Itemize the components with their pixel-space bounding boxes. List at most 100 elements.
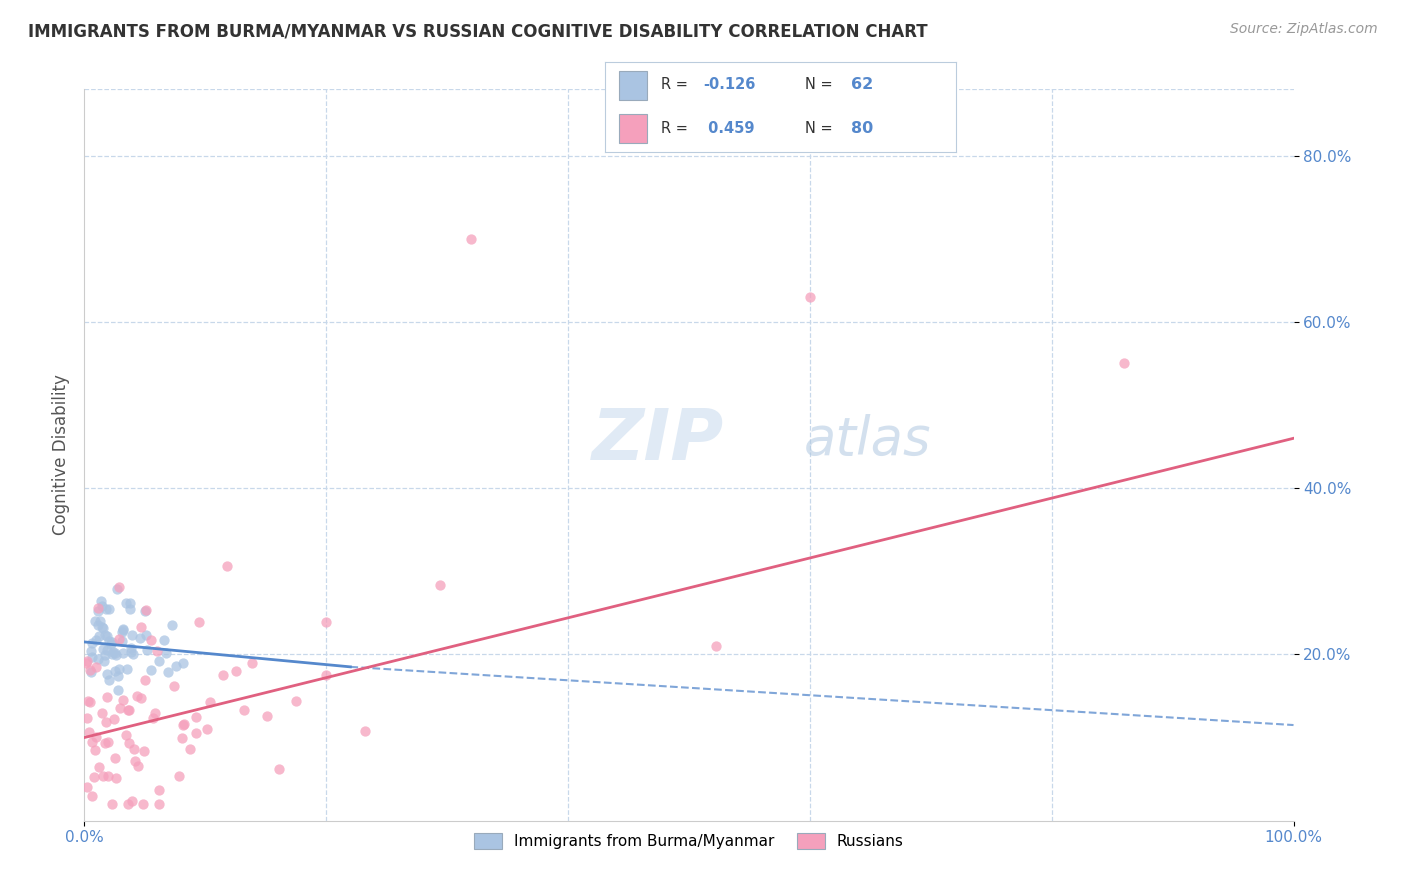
Point <box>94 715 117 730</box>
Point <box>103 712 125 726</box>
Point <box>172 731 194 746</box>
Point <box>799 290 821 304</box>
Point <box>96 629 118 643</box>
FancyBboxPatch shape <box>619 71 647 100</box>
Point <box>188 615 211 629</box>
Point <box>135 603 157 617</box>
Point <box>111 624 134 639</box>
Point <box>97 769 120 783</box>
Point <box>354 724 377 739</box>
Point <box>155 646 177 660</box>
Point <box>100 648 122 662</box>
Point <box>1114 356 1136 370</box>
Point <box>120 644 142 658</box>
Point <box>77 724 100 739</box>
Point <box>84 743 107 757</box>
Point <box>91 620 114 634</box>
Point <box>120 641 142 656</box>
Point <box>145 706 167 720</box>
Point <box>94 601 117 615</box>
Point <box>89 614 111 628</box>
Point <box>112 622 135 636</box>
Point <box>146 644 169 658</box>
Point <box>76 654 98 668</box>
Point <box>89 760 111 774</box>
Point <box>184 710 207 724</box>
Point <box>115 728 138 742</box>
Point <box>105 582 128 596</box>
Point <box>142 711 165 725</box>
Point <box>101 797 124 811</box>
Point <box>148 797 170 811</box>
Point <box>80 649 103 664</box>
Point <box>87 618 110 632</box>
Point <box>107 669 129 683</box>
Point <box>121 647 143 661</box>
Point <box>76 780 98 795</box>
Point <box>172 657 194 671</box>
Point <box>704 639 727 653</box>
Point <box>98 673 121 688</box>
Point <box>172 717 194 731</box>
Point <box>117 703 139 717</box>
Point <box>165 659 187 673</box>
Text: -0.126: -0.126 <box>703 78 755 92</box>
Point <box>153 632 176 647</box>
Point <box>129 631 152 645</box>
Point <box>232 703 254 717</box>
Point <box>77 694 100 708</box>
Point <box>87 629 110 643</box>
Text: 80: 80 <box>851 121 873 136</box>
Point <box>132 744 155 758</box>
Point <box>195 722 218 736</box>
Point <box>112 693 135 707</box>
Point <box>79 644 101 658</box>
Point <box>84 730 107 744</box>
Point <box>215 558 238 573</box>
Point <box>75 657 97 671</box>
Point <box>96 666 118 681</box>
Point <box>111 634 134 648</box>
Point <box>460 232 482 246</box>
Point <box>97 633 120 648</box>
Point <box>108 580 131 594</box>
Point <box>103 645 125 659</box>
Text: 62: 62 <box>851 78 873 92</box>
Point <box>83 770 105 784</box>
Point <box>84 633 107 648</box>
Point <box>91 599 114 613</box>
Point <box>108 701 131 715</box>
Point <box>76 711 98 725</box>
Point <box>124 742 146 756</box>
Point <box>118 602 141 616</box>
Point <box>96 642 118 657</box>
Point <box>156 665 179 679</box>
Text: atlas: atlas <box>804 414 931 467</box>
Point <box>107 632 129 647</box>
Point <box>108 662 131 676</box>
Point <box>211 668 233 682</box>
Point <box>115 661 138 675</box>
Point <box>80 665 103 680</box>
Text: Source: ZipAtlas.com: Source: ZipAtlas.com <box>1230 22 1378 37</box>
Point <box>87 604 110 618</box>
Point <box>94 736 117 750</box>
Point <box>104 771 127 785</box>
Text: ZIP: ZIP <box>592 406 724 475</box>
Point <box>100 637 122 651</box>
Text: R =: R = <box>661 121 692 136</box>
Point <box>124 754 146 768</box>
Point <box>83 615 105 629</box>
Point <box>93 769 115 783</box>
Point <box>240 657 263 671</box>
Point <box>87 600 110 615</box>
Point <box>115 596 138 610</box>
Point <box>93 628 115 642</box>
Point <box>139 663 162 677</box>
Point <box>103 646 125 660</box>
Point <box>148 783 170 797</box>
Point <box>131 620 153 634</box>
Point <box>267 762 290 776</box>
Point <box>89 594 111 608</box>
Point <box>104 665 127 679</box>
